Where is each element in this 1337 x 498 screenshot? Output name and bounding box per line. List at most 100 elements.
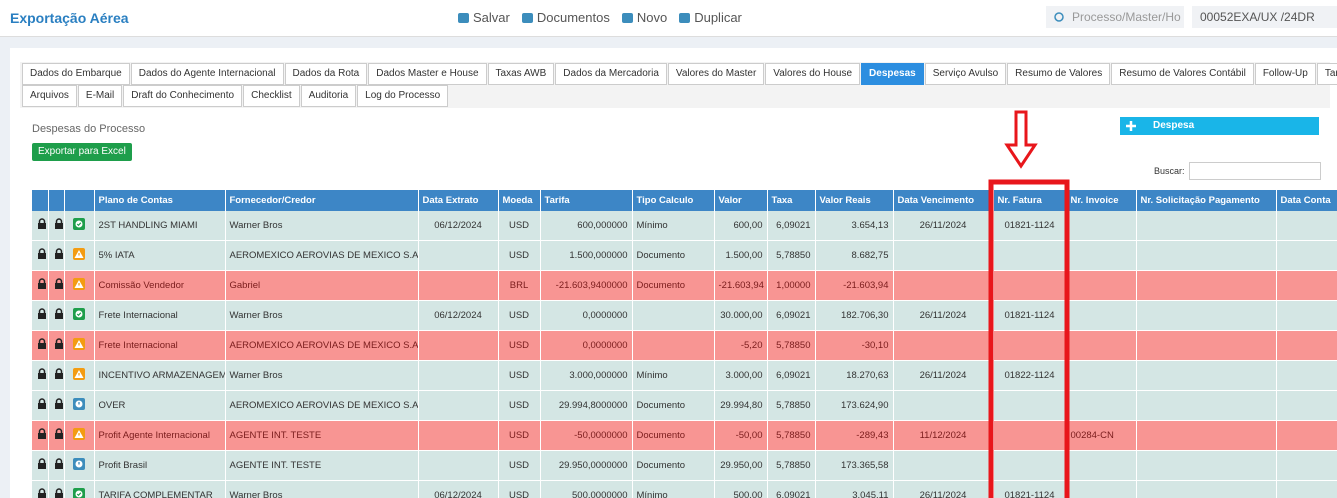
status-cell	[64, 390, 95, 421]
table-cell: USD	[498, 211, 541, 241]
column-header[interactable]: Fornecedor/Credor	[225, 190, 419, 211]
tab[interactable]: Dados do Embarque	[22, 63, 130, 85]
tab[interactable]: Auditoria	[300, 85, 357, 107]
table-cell: Documento	[632, 420, 715, 451]
column-header[interactable]: Plano de Contas	[94, 190, 226, 211]
table-cell: -289,43	[815, 420, 894, 451]
tab[interactable]: Dados da Mercadoria	[555, 63, 667, 85]
table-row[interactable]: Frete Internacional AEROMEXICO AEROVIAS D…	[32, 330, 1337, 361]
column-header[interactable]: Tipo Calculo	[632, 190, 715, 211]
table-cell: Mínimo	[632, 360, 715, 391]
column-header[interactable]: Data Vencimento	[893, 190, 994, 211]
table-cell: Mínimo	[632, 211, 715, 241]
table-cell: Documento	[632, 240, 715, 271]
table-cell: -21.603,9400000	[540, 270, 633, 301]
tab[interactable]: Checklist	[243, 85, 300, 107]
lock-cell	[32, 390, 49, 421]
column-header[interactable]: Taxa	[767, 190, 816, 211]
table-cell	[1276, 360, 1337, 391]
table-row[interactable]: 5% IATA AEROMEXICO AEROVIAS DE MEXICO S.A…	[32, 240, 1337, 271]
column-header[interactable]: Valor Reais	[815, 190, 894, 211]
table-cell: 11/12/2024	[893, 420, 994, 451]
column-header[interactable]: Tarifa	[540, 190, 633, 211]
table-row[interactable]: TARIFA COMPLEMENTAR Warner Bros 06/12/2024…	[32, 480, 1337, 498]
tab[interactable]: Resumo de Valores	[1007, 63, 1111, 85]
tab[interactable]: Tarefas	[1316, 63, 1337, 85]
table-cell	[993, 420, 1067, 451]
tab[interactable]: Draft do Conhecimento	[123, 85, 243, 107]
table-row[interactable]: 2ST HANDLING MIAMI Warner Bros 06/12/2024 U…	[32, 211, 1337, 241]
lock-cell	[32, 480, 49, 498]
top-bar: Exportação Aérea Salvar Documentos Novo Dup…	[0, 0, 1337, 37]
table-row[interactable]: Frete Internacional Warner Bros 06/12/2024…	[32, 300, 1337, 331]
table-cell: 2ST HANDLING MIAMI	[94, 211, 226, 241]
tab[interactable]: Valores do Master	[667, 63, 765, 85]
tab[interactable]: Follow-Up	[1254, 63, 1316, 85]
table-row[interactable]: Profit Brasil AGENTE INT. TESTE USD 29.950,…	[32, 450, 1337, 481]
toolbar-label: Duplicar	[694, 10, 742, 25]
column-header[interactable]: Data Extrato	[418, 190, 499, 211]
status-cell	[64, 240, 95, 271]
toolbar-label: Documentos	[536, 10, 610, 25]
table-cell	[1276, 240, 1337, 271]
export-button[interactable]: Exportar para Excel	[32, 143, 132, 161]
table-cell: 1.500,00	[714, 240, 768, 271]
table-cell	[893, 330, 994, 361]
table-search[interactable]	[1189, 162, 1321, 180]
table-cell: 500,0000000	[540, 480, 633, 498]
table-cell	[893, 240, 994, 271]
tab[interactable]: Serviço Avulso	[924, 63, 1007, 85]
table-cell	[1276, 211, 1337, 241]
table-row[interactable]: Profit Agente Internacional AGENTE INT. T…	[32, 420, 1337, 451]
toolbar-button[interactable]: Duplicar	[679, 10, 742, 25]
table-cell: Profit Brasil	[94, 450, 226, 481]
lock-icon	[38, 278, 46, 289]
warning-icon	[73, 278, 85, 290]
table-cell	[1136, 450, 1277, 481]
table-cell: 00284-CN	[1066, 420, 1137, 451]
tab[interactable]: Valores do House	[765, 63, 861, 85]
warning-icon	[73, 338, 85, 350]
tab[interactable]: Dados da Rota	[284, 63, 368, 85]
tab[interactable]: Log do Processo	[357, 85, 449, 107]
column-header[interactable]: Nr. Solicitação Pagamento	[1136, 190, 1277, 211]
search-input[interactable]: Processo/Master/Ho	[1046, 6, 1184, 28]
tab[interactable]: Dados Master e House	[368, 63, 487, 85]
header-row: Plano de Contas Fornecedor/Credor Data Ext…	[32, 190, 1337, 211]
lock-cell	[48, 360, 65, 391]
lock-icon	[54, 338, 63, 349]
column-header[interactable]: Nr. Fatura	[993, 190, 1067, 211]
column-header[interactable]: Data Conta	[1276, 190, 1337, 211]
tab[interactable]: Resumo de Valores Contábil	[1111, 63, 1254, 85]
table-cell	[1066, 211, 1137, 241]
table-row[interactable]: INCENTIVO ARMAZENAGEM Warner Bros USD 3.000…	[32, 360, 1337, 391]
table-row[interactable]: Comissão Vendedor Gabriel BRL -21.603,94000…	[32, 270, 1337, 301]
status-cell	[64, 360, 95, 391]
table-cell	[1066, 240, 1137, 271]
column-header[interactable]: Moeda	[498, 190, 541, 211]
table-cell: 5,78850	[767, 420, 816, 451]
toolbar-button[interactable]: Novo	[621, 10, 667, 25]
toolbar-button[interactable]: Salvar	[458, 10, 510, 25]
column-header[interactable]: Nr. Invoice	[1066, 190, 1137, 211]
table-cell	[993, 390, 1067, 421]
tab[interactable]: Despesas	[861, 63, 924, 85]
column-header[interactable]: Valor	[714, 190, 768, 211]
table-cell: USD	[498, 300, 541, 331]
table-row[interactable]: OVER AEROMEXICO AEROVIAS DE MEXICO S.A. US…	[32, 390, 1337, 421]
search-label: Buscar:	[1154, 166, 1185, 176]
table-cell: 01821-1124	[993, 300, 1067, 331]
tab[interactable]: Taxas AWB	[487, 63, 555, 85]
tab[interactable]: Dados do Agente Internacional	[130, 63, 284, 85]
table-cell	[1276, 480, 1337, 498]
toolbar-button[interactable]: Documentos	[521, 10, 610, 25]
table-cell: 26/11/2024	[893, 360, 994, 391]
info-icon	[73, 398, 85, 410]
table-cell	[1136, 390, 1277, 421]
add-button[interactable]: Despesa	[1120, 117, 1319, 135]
table-cell: BRL	[498, 270, 541, 301]
table-cell: 06/12/2024	[418, 300, 499, 331]
table-cell: OVER	[94, 390, 226, 421]
tab[interactable]: Arquivos	[22, 85, 77, 107]
tab[interactable]: E-Mail	[77, 85, 123, 107]
